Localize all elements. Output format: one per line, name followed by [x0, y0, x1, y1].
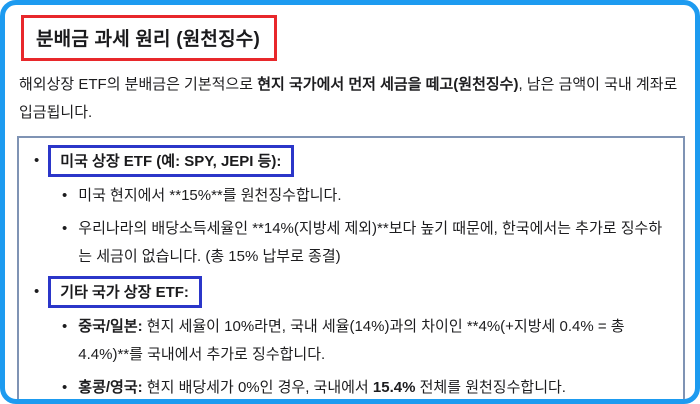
list-item-text: 미국 현지에서 **15%**를 원천징수합니다. [78, 182, 341, 210]
list-item-text: 홍콩/영국: 현지 배당세가 0%인 경우, 국내에서 15.4% 전체를 원천… [78, 374, 566, 399]
list-item-hongkong-uk: • 홍콩/영국: 현지 배당세가 0%인 경우, 국내에서 15.4% 전체를 … [27, 374, 673, 399]
section-us-etf: • 미국 상장 ETF (예: SPY, JEPI 등): • 미국 현지에서 … [27, 145, 673, 271]
section-other-countries-etf: • 기타 국가 상장 ETF: • 중국/일본: 현지 세율이 10%라면, 국… [27, 276, 673, 399]
list-item-text: 우리나라의 배당소득세율인 **14%(지방세 제외)**보다 높기 때문에, … [78, 215, 673, 271]
text-segment: 현지 배당세가 0%인 경우, 국내에서 [142, 379, 373, 396]
page-title: 분배금 과세 원리 (원천징수) [36, 29, 260, 50]
text-segment: 현지 세율이 10%라면, 국내 세율(14%)과의 차이인 **4%(+지방세… [78, 318, 625, 363]
bullet-dot: • [62, 187, 68, 204]
bullet-dot: • [62, 379, 68, 396]
bullet-dot: • [34, 283, 40, 300]
list-item-text: 중국/일본: 현지 세율이 10%라면, 국내 세율(14%)과의 차이인 **… [78, 313, 673, 369]
text-segment: 우리나라의 배당소득세율인 **14%(지방세 제외)**보다 높기 때문에, … [78, 220, 663, 265]
bullet-dot: • [34, 152, 40, 169]
section-header-row: • 기타 국가 상장 ETF: [27, 276, 673, 308]
list-item-us-withholding: • 미국 현지에서 **15%**를 원천징수합니다. [27, 182, 673, 210]
title-box: 분배금 과세 원리 (원천징수) [21, 15, 277, 61]
list-item-us-no-extra-tax: • 우리나라의 배당소득세율인 **14%(지방세 제외)**보다 높기 때문에… [27, 215, 673, 271]
intro-text-bold: 현지 국가에서 먼저 세금을 떼고(원천징수) [257, 76, 519, 93]
list-item-china-japan: • 중국/일본: 현지 세율이 10%라면, 국내 세율(14%)과의 차이인 … [27, 313, 673, 369]
text-segment-bold: 중국/일본: [78, 318, 143, 335]
intro-text-post: , 남은 금액이 국내 계좌로 입금됩니다. [19, 76, 678, 121]
etf-tax-list-box: • 미국 상장 ETF (예: SPY, JEPI 등): • 미국 현지에서 … [17, 136, 685, 399]
section-header-row: • 미국 상장 ETF (예: SPY, JEPI 등): [27, 145, 673, 177]
section-label-other-etf: 기타 국가 상장 ETF: [48, 276, 202, 308]
text-segment-bold: 홍콩/영국: [78, 379, 143, 396]
bullet-dot: • [62, 220, 68, 237]
intro-paragraph: 해외상장 ETF의 분배금은 기본적으로 현지 국가에서 먼저 세금을 떼고(원… [19, 71, 683, 127]
bullet-dot: • [62, 318, 68, 335]
section-label-us-etf: 미국 상장 ETF (예: SPY, JEPI 등): [48, 145, 295, 177]
text-segment: 전체를 원천징수합니다. [415, 379, 566, 396]
text-segment: 미국 현지에서 **15%**를 원천징수합니다. [78, 187, 342, 204]
intro-text-pre: 해외상장 ETF의 분배금은 기본적으로 [19, 76, 258, 93]
text-segment-bold: 15.4% [372, 379, 416, 396]
